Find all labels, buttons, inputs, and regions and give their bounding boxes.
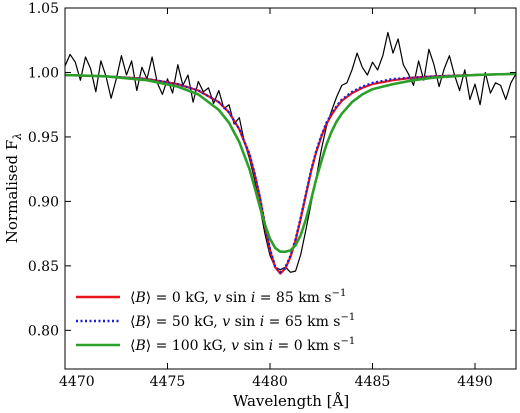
legend-label-part: = 65 km s (264, 314, 340, 330)
x-tick-label: 4490 (457, 374, 493, 390)
series-line-0 (65, 31, 516, 273)
legend-label-part: −1 (341, 336, 356, 347)
legend-label-part: v (213, 290, 221, 306)
legend-label-part: v (222, 314, 230, 330)
y-tick-label: 0.95 (28, 130, 59, 146)
y-axis-label: Normalised Fλ (3, 133, 24, 243)
legend-label-part: ⟨ (130, 290, 135, 306)
plot-frame (64, 7, 517, 370)
legend-label-1: ⟨B⟩ = 50 kG, v sin i = 65 km s−1 (130, 312, 355, 330)
legend-label-part: sin (230, 314, 260, 330)
legend-label-2: ⟨B⟩ = 100 kG, v sin i = 0 km s−1 (130, 336, 355, 354)
ticks-layer: 4470 4475 4480 4485 4490 0.80 0.85 0.90 0.95 1.00… (28, 1, 516, 390)
y-tick-label: 1.05 (28, 1, 59, 17)
legend-label-part: sin (221, 290, 251, 306)
series-line-3 (65, 72, 516, 253)
y-tick-label: 1.00 (28, 65, 59, 81)
legend-label-part: i (260, 314, 264, 330)
x-tick-label: 4475 (150, 374, 186, 390)
series-line-2 (65, 72, 516, 274)
legend-label-part: v (231, 338, 239, 354)
y-axis-label-main: Normalised F (3, 140, 21, 243)
legend-label-part: ⟩ = 0 kG, (146, 290, 214, 306)
legend-label-part: ⟩ = 50 kG, (146, 314, 222, 330)
legend-label-0: ⟨B⟩ = 0 kG, v sin i = 85 km s−1 (130, 288, 346, 306)
legend-label-part: ⟨ (130, 314, 135, 330)
legend: ⟨B⟩ = 0 kG, v sin i = 85 km s−1⟨B⟩ = 50 … (76, 288, 355, 354)
legend-label-part: B (134, 290, 145, 306)
legend-label-part: i (269, 338, 273, 354)
x-tick-label: 4480 (252, 374, 288, 390)
legend-label-part: ⟩ = 100 kG, (146, 338, 231, 354)
x-tick-label: 4470 (59, 374, 95, 390)
x-axis-label: Wavelength [Å] (233, 392, 349, 410)
legend-label-part: i (251, 290, 255, 306)
legend-label-part: B (134, 314, 145, 330)
legend-label-part: B (134, 338, 145, 354)
legend-label-part: −1 (332, 288, 347, 299)
legend-label-part: −1 (341, 312, 356, 323)
y-tick-label: 0.90 (28, 194, 59, 210)
x-tick-label: 4485 (355, 374, 391, 390)
y-tick-label: 0.80 (28, 323, 59, 339)
y-axis-label-subscript: λ (11, 133, 24, 141)
legend-label-part: ⟨ (130, 338, 135, 354)
legend-label-part: = 85 km s (255, 290, 331, 306)
series-layer (65, 31, 516, 275)
y-tick-label: 0.85 (28, 259, 59, 275)
legend-label-part: sin (239, 338, 269, 354)
legend-label-part: = 0 km s (273, 338, 340, 354)
